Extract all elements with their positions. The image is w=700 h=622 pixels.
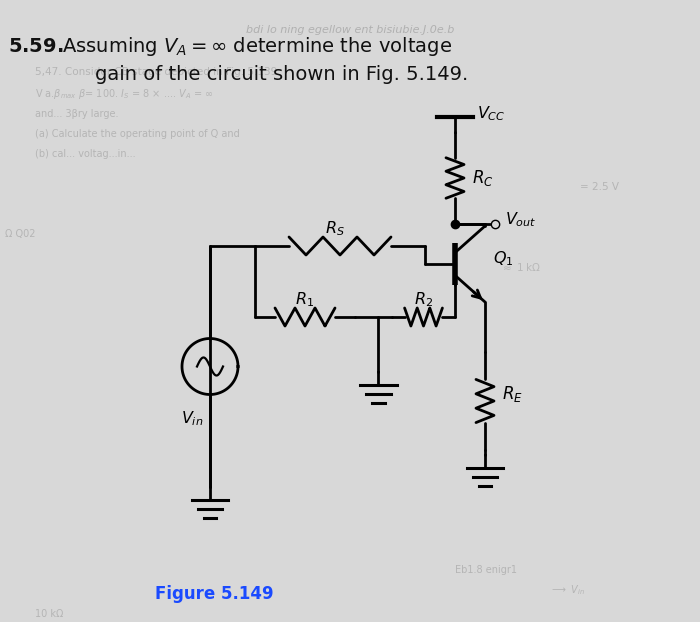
Text: (b) cal... voltag...in...: (b) cal... voltag...in... xyxy=(35,149,136,159)
Text: Assuming $V_A = \infty$ determine the voltage: Assuming $V_A = \infty$ determine the vo… xyxy=(62,35,452,58)
Text: bdi lo ning egellow ent bisiubie.J.0e.b: bdi lo ning egellow ent bisiubie.J.0e.b xyxy=(246,25,454,35)
Text: $R_C$: $R_C$ xyxy=(472,168,493,188)
Text: 10 kΩ: 10 kΩ xyxy=(35,609,64,619)
Text: $V_{CC}$: $V_{CC}$ xyxy=(477,104,505,123)
Text: and... 3βry large.: and... 3βry large. xyxy=(35,109,118,119)
Text: $\approx$ 1 kΩ: $\approx$ 1 kΩ xyxy=(500,261,541,273)
Text: V a.$\beta_{max}$ $\beta$= 100. $I_S$ = 8 × .... $V_A$ = ∞: V a.$\beta_{max}$ $\beta$= 100. $I_S$ = … xyxy=(35,87,214,101)
Text: $\longrightarrow$ $V_{in}$: $\longrightarrow$ $V_{in}$ xyxy=(550,583,585,597)
Text: $R_1$: $R_1$ xyxy=(295,290,314,309)
Text: $\mathbf{5.59.}$: $\mathbf{5.59.}$ xyxy=(8,37,64,57)
Text: $V_{out}$: $V_{out}$ xyxy=(505,211,537,230)
Text: Ω Q02: Ω Q02 xyxy=(5,229,36,239)
Text: Eb1.8 enigr1: Eb1.8 enigr1 xyxy=(455,565,517,575)
Text: $R_E$: $R_E$ xyxy=(502,384,523,404)
Text: Figure 5.149: Figure 5.149 xyxy=(155,585,274,603)
Text: $V_{in}$: $V_{in}$ xyxy=(181,409,203,428)
Text: (a) Calculate the operating point of Q and: (a) Calculate the operating point of Q a… xyxy=(35,129,239,139)
Text: = 2.5 V: = 2.5 V xyxy=(580,182,619,192)
Text: $R_2$: $R_2$ xyxy=(414,290,433,309)
Text: $R_S$: $R_S$ xyxy=(325,220,345,238)
Text: $Q_1$: $Q_1$ xyxy=(493,249,514,268)
Text: 5,47. Consider CB stage depicted in Fig. 5.139.: 5,47. Consider CB stage depicted in Fig.… xyxy=(35,67,281,77)
Text: gain of the circuit shown in Fig. 5.149.: gain of the circuit shown in Fig. 5.149. xyxy=(95,65,468,83)
